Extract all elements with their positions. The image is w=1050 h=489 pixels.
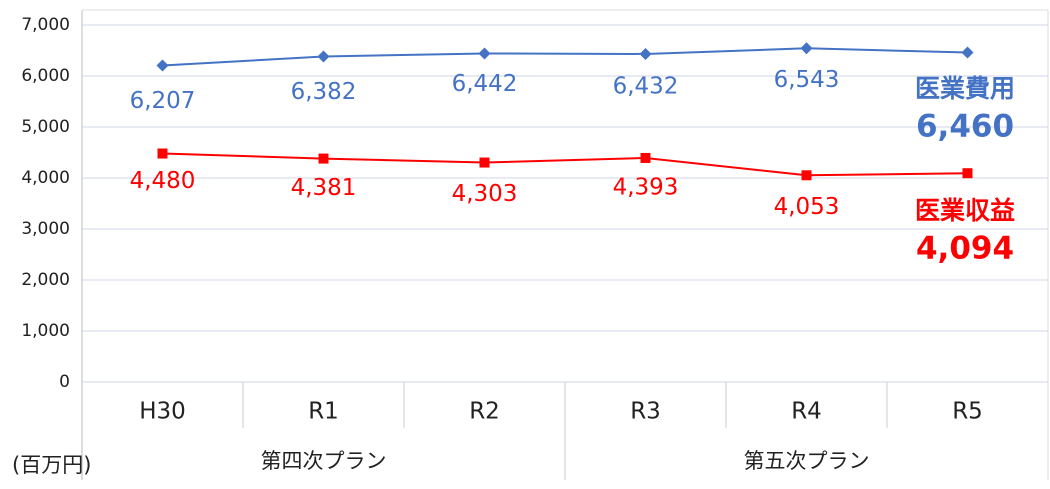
- marker: [479, 157, 490, 168]
- marker: [157, 148, 168, 159]
- series-name: 医業費用: [915, 74, 1015, 103]
- group-label: 第五次プラン: [744, 449, 870, 473]
- data-label: 6,382: [291, 79, 357, 105]
- data-label: 6,442: [452, 71, 518, 97]
- data-label: 4,381: [291, 175, 357, 201]
- series-name: 医業収益: [915, 196, 1015, 225]
- x-tick-label: H30: [139, 399, 186, 425]
- marker: [317, 50, 330, 63]
- y-tick-label: 7,000: [21, 15, 70, 35]
- marker: [478, 47, 491, 60]
- marker: [156, 59, 169, 72]
- marker: [961, 46, 974, 59]
- unit-label: (百万円): [12, 453, 91, 477]
- y-tick-label: 1,000: [21, 321, 70, 341]
- y-tick-label: 0: [59, 372, 70, 392]
- group-label: 第四次プラン: [261, 449, 387, 473]
- data-label: 4,393: [613, 174, 679, 200]
- line: [162, 47, 968, 67]
- marker: [640, 152, 651, 163]
- x-tick-label: R1: [308, 399, 339, 425]
- x-tick-label: R4: [791, 399, 822, 425]
- x-tick-label: R3: [630, 399, 661, 425]
- marker: [801, 170, 812, 181]
- data-label: 6,207: [130, 88, 196, 114]
- y-tick-label: 2,000: [21, 270, 70, 290]
- y-tick-label: 6,000: [21, 66, 70, 86]
- y-tick-label: 5,000: [21, 117, 70, 137]
- data-label: 6,460: [916, 109, 1014, 145]
- data-label: 4,480: [130, 168, 196, 194]
- data-label: 6,543: [774, 67, 840, 93]
- data-label: 4,053: [774, 194, 840, 220]
- data-label: 6,432: [613, 73, 679, 99]
- y-tick-label: 3,000: [21, 219, 70, 239]
- y-tick-label: 4,000: [21, 168, 70, 188]
- data-label: 4,303: [452, 181, 518, 207]
- data-label: 4,094: [916, 231, 1014, 267]
- marker: [639, 47, 652, 60]
- line: [162, 152, 968, 177]
- x-tick-label: R2: [469, 399, 500, 425]
- marker: [318, 153, 329, 164]
- marker: [962, 168, 973, 179]
- x-tick-label: R5: [952, 399, 983, 425]
- marker: [800, 42, 813, 55]
